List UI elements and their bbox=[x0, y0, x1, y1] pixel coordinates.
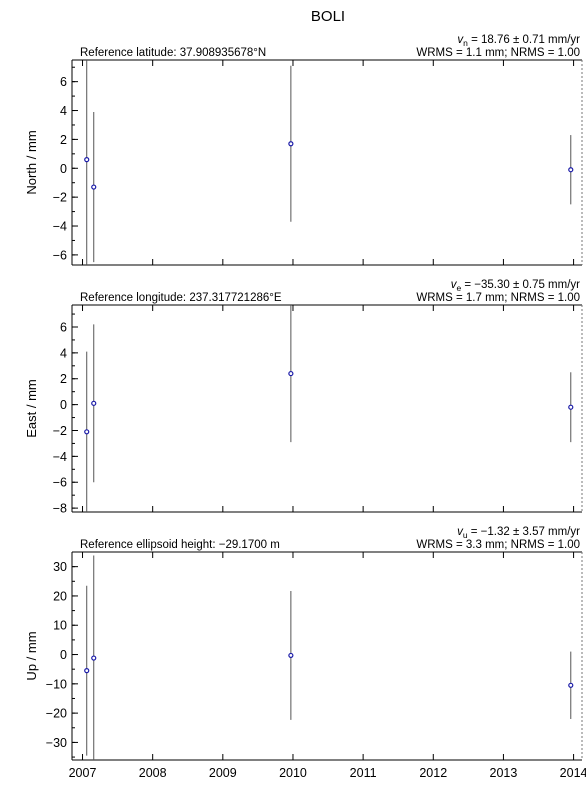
y-tick-label: 0 bbox=[60, 648, 67, 662]
data-point bbox=[568, 682, 574, 688]
x-tick-label: 2014 bbox=[560, 766, 586, 780]
y-tick-label: 6 bbox=[60, 75, 67, 89]
y-tick-label: 6 bbox=[60, 320, 67, 334]
data-point bbox=[91, 400, 97, 406]
x-tick-label: 2008 bbox=[139, 766, 167, 780]
y-tick-label: 2 bbox=[60, 372, 67, 386]
rms-label: WRMS = 1.1 mm; NRMS = 1.00 bbox=[416, 47, 580, 59]
x-tick-label: 2011 bbox=[350, 766, 377, 780]
data-series bbox=[84, 60, 574, 265]
data-point bbox=[84, 429, 90, 435]
y-tick-label: −2 bbox=[53, 424, 67, 438]
y-tick-label: 4 bbox=[60, 346, 67, 360]
x-tick-label: 2010 bbox=[279, 766, 307, 780]
reference-label: Reference latitude: 37.908935678°N bbox=[80, 47, 266, 59]
velocity-label: vu = −1.32 ± 3.57 mm/yr bbox=[457, 526, 580, 540]
data-series bbox=[84, 305, 574, 512]
y-axis-label: Up / mm bbox=[24, 631, 39, 680]
reference-label: Reference ellipsoid height: −29.1700 m bbox=[80, 539, 280, 551]
y-tick-label: −20 bbox=[46, 707, 67, 721]
y-axis-label: East / mm bbox=[24, 379, 39, 438]
y-tick-label: −30 bbox=[46, 736, 67, 750]
data-point bbox=[91, 184, 97, 190]
data-point bbox=[288, 141, 294, 147]
panel-north: Reference latitude: 37.908935678°N vn = 1… bbox=[24, 34, 583, 266]
y-tick-label: −4 bbox=[53, 450, 67, 464]
y-tick-label: −10 bbox=[46, 677, 67, 691]
y-tick-label: −6 bbox=[53, 476, 67, 490]
y-tick-label: −6 bbox=[53, 248, 67, 262]
x-tick-label: 2007 bbox=[69, 766, 97, 780]
y-axis-label: North / mm bbox=[24, 130, 39, 194]
data-point bbox=[84, 157, 90, 163]
y-tick-label: 10 bbox=[53, 619, 67, 633]
y-tick-label: 2 bbox=[60, 133, 67, 147]
velocity-label: vn = 18.76 ± 0.71 mm/yr bbox=[457, 34, 580, 48]
x-tick-label: 2012 bbox=[419, 766, 447, 780]
rms-label: WRMS = 3.3 mm; NRMS = 1.00 bbox=[416, 539, 580, 551]
y-tick-label: 0 bbox=[60, 162, 67, 176]
rms-label: WRMS = 1.7 mm; NRMS = 1.00 bbox=[416, 292, 580, 304]
chart-title: BOLI bbox=[311, 8, 345, 25]
data-point bbox=[91, 655, 97, 661]
velocity-label: ve = −35.30 ± 0.75 mm/yr bbox=[451, 279, 580, 293]
panel-east: Reference longitude: 237.317721286°E ve =… bbox=[24, 279, 583, 516]
panel-up: Reference ellipsoid height: −29.1700 m vu… bbox=[24, 526, 583, 761]
x-tick-label: 2013 bbox=[490, 766, 518, 780]
y-tick-label: −2 bbox=[53, 191, 67, 205]
x-tick-label: 2009 bbox=[209, 766, 237, 780]
reference-label: Reference longitude: 237.317721286°E bbox=[80, 292, 282, 304]
data-point bbox=[568, 404, 574, 410]
data-series bbox=[84, 555, 574, 760]
y-tick-label: 0 bbox=[60, 398, 67, 412]
y-tick-label: 30 bbox=[53, 560, 67, 574]
data-point bbox=[568, 167, 574, 173]
y-tick-label: −4 bbox=[53, 220, 67, 234]
y-tick-label: 20 bbox=[53, 589, 67, 603]
data-point bbox=[84, 668, 90, 674]
y-tick-label: 4 bbox=[60, 104, 67, 118]
data-point bbox=[288, 370, 294, 377]
y-tick-label: −8 bbox=[53, 502, 67, 516]
data-point bbox=[288, 652, 294, 659]
